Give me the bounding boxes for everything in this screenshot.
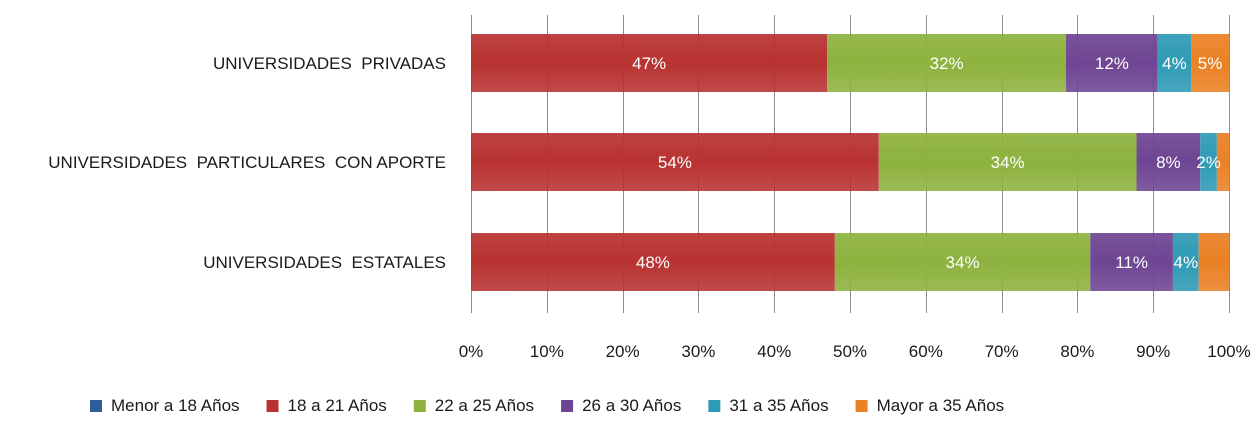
data-labels: 47% 32% 12% 4% 5% 54% 34% 8% 2% 48% 34% 11% 4% (632, 54, 1222, 272)
legend-label: 18 a 21 Años (288, 396, 387, 415)
category-axis: UNIVERSIDADES PRIVADAS UNIVERSIDADES PART… (48, 54, 446, 272)
legend-swatch (266, 400, 279, 412)
legend-swatch (708, 400, 721, 412)
value-axis: 0% 10% 20% 30% 40% 50% 60% 70% 80% 90% 100% (459, 342, 1251, 361)
bar-segment (471, 133, 879, 191)
legend-label: Mayor a 35 Años (877, 396, 1005, 415)
legend-label: 31 a 35 Años (729, 396, 828, 415)
bar-segment (1216, 133, 1229, 191)
data-label: 47% (632, 54, 666, 73)
bar-segment (1200, 133, 1217, 191)
data-label: 12% (1095, 54, 1129, 73)
bar-segment (1172, 233, 1199, 291)
x-tick-label: 20% (606, 342, 640, 361)
x-tick-label: 70% (985, 342, 1019, 361)
bar-segment (1191, 34, 1229, 92)
bar-segment (1136, 133, 1201, 191)
legend-swatch (90, 400, 102, 412)
data-label: 8% (1156, 153, 1181, 172)
category-label: UNIVERSIDADES PRIVADAS (213, 54, 446, 73)
category-label: UNIVERSIDADES ESTATALES (203, 253, 446, 272)
x-tick-label: 90% (1136, 342, 1170, 361)
data-label: 32% (930, 54, 964, 73)
legend-swatch (855, 400, 868, 412)
bar-segment (471, 34, 828, 92)
x-tick-label: 10% (530, 342, 564, 361)
x-tick-label: 100% (1207, 342, 1250, 361)
x-tick-label: 50% (833, 342, 867, 361)
data-label: 2% (1196, 153, 1221, 172)
x-tick-label: 60% (909, 342, 943, 361)
data-label: 34% (991, 153, 1025, 172)
data-label: 54% (658, 153, 692, 172)
bar-segment (1198, 233, 1229, 291)
legend: Menor a 18 Años 18 a 21 Años 22 a 25 Años 2… (90, 396, 1004, 415)
x-tick-label: 80% (1060, 342, 1094, 361)
bar-segment (1090, 233, 1173, 291)
bars (471, 34, 1229, 291)
data-label: 11% (1115, 253, 1148, 272)
category-label: UNIVERSIDADES PARTICULARES CON APORTE (48, 153, 446, 172)
legend-swatch (413, 400, 426, 412)
bar-segment (878, 133, 1137, 191)
bar-segment (1066, 34, 1158, 92)
data-label: 4% (1162, 54, 1187, 73)
x-tick-label: 30% (681, 342, 715, 361)
bar-segment (827, 34, 1067, 92)
bar-segment (471, 233, 835, 291)
x-tick-label: 40% (757, 342, 791, 361)
data-label: 5% (1198, 54, 1223, 73)
data-label: 4% (1174, 253, 1199, 272)
bar-segment (834, 233, 1091, 291)
legend-swatch (561, 400, 574, 412)
bar-segment (1157, 34, 1192, 92)
data-label: 34% (946, 253, 980, 272)
data-label: 48% (636, 253, 670, 272)
legend-label: 26 a 30 Años (582, 396, 681, 415)
x-tick-label: 0% (459, 342, 484, 361)
legend-label: 22 a 25 Años (435, 396, 534, 415)
legend-label: Menor a 18 Años (111, 396, 240, 415)
